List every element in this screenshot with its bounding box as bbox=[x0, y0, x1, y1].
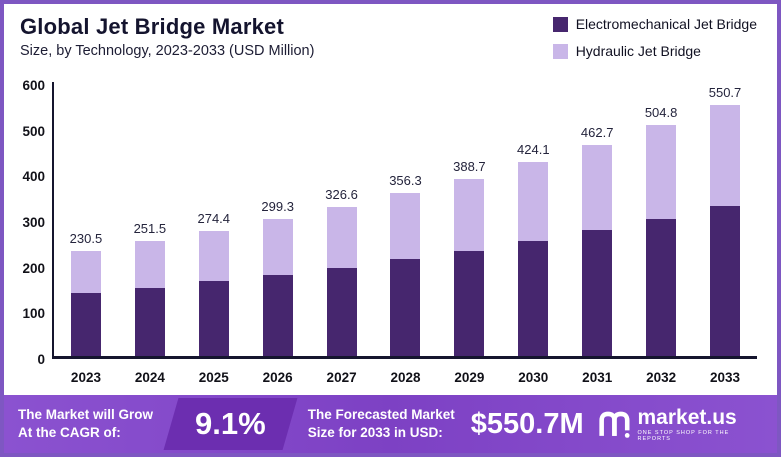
bar-total-label: 326.6 bbox=[325, 186, 358, 202]
forecast-label-line1: The Forecasted Market bbox=[307, 407, 455, 423]
legend-swatch-electromechanical bbox=[552, 16, 568, 32]
x-axis-label: 2032 bbox=[646, 370, 677, 385]
brand-name: market.us bbox=[637, 405, 737, 429]
bar-total-label: 299.3 bbox=[261, 199, 294, 215]
y-tick-label: 300 bbox=[22, 215, 45, 230]
bar-segment-electromechanical bbox=[198, 281, 229, 356]
x-axis-label: 2028 bbox=[390, 370, 421, 385]
bar-group: 230.5 2023 bbox=[68, 82, 104, 385]
cagr-label: The Market will Grow At the CAGR of: bbox=[18, 406, 153, 441]
bar-segment-hydraulic bbox=[70, 250, 101, 294]
bar-segment-electromechanical bbox=[134, 287, 165, 356]
page-subtitle: Size, by Technology, 2023-2033 (USD Mill… bbox=[20, 43, 315, 60]
y-tick-label: 400 bbox=[22, 169, 45, 185]
y-tick-label: 0 bbox=[37, 352, 45, 367]
footer-banner: The Market will Grow At the CAGR of: 9.1… bbox=[4, 395, 777, 453]
brand-text: market.us ONE STOP SHOP FOR THE REPORTS bbox=[637, 407, 761, 442]
forecast-value: $550.7M bbox=[470, 407, 584, 440]
bar-total-label: 274.4 bbox=[197, 210, 231, 226]
bar-segment-electromechanical bbox=[70, 293, 101, 356]
bar-total-label: 388.7 bbox=[453, 158, 486, 174]
bar-segment-electromechanical bbox=[262, 275, 293, 356]
cagr-value: 9.1% bbox=[195, 406, 266, 441]
bar-total-label: 424.1 bbox=[517, 142, 550, 158]
cagr-label-line1: The Market will Grow bbox=[18, 407, 154, 423]
bar-group: 462.7 2031 bbox=[579, 82, 615, 385]
bar-group: 424.1 2030 bbox=[515, 82, 551, 385]
plot-area: 230.5 2023 251.5 2024 274.4 2025 299.3 2026 326.… bbox=[52, 82, 757, 386]
bar-segment-hydraulic bbox=[262, 219, 293, 276]
bar-segment-hydraulic bbox=[582, 144, 613, 230]
brand-tagline: ONE STOP SHOP FOR THE REPORTS bbox=[637, 429, 730, 442]
bar-group: 356.3 2028 bbox=[387, 82, 423, 385]
x-axis-label: 2025 bbox=[198, 370, 229, 385]
x-axis-label: 2026 bbox=[262, 370, 293, 385]
forecast-label-line2: Size for 2033 in USD: bbox=[307, 425, 443, 440]
forecast-label: The Forecasted Market Size for 2033 in U… bbox=[308, 406, 455, 441]
bar-segment-electromechanical bbox=[454, 250, 485, 356]
bar-group: 274.4 2025 bbox=[196, 82, 232, 385]
cagr-badge: 9.1% bbox=[163, 398, 298, 450]
chart-header: Global Jet Bridge Market Size, by Techno… bbox=[4, 4, 777, 76]
brand-block: market.us ONE STOP SHOP FOR THE REPORTS bbox=[598, 407, 765, 442]
bar-total-label: 504.8 bbox=[644, 105, 678, 121]
bar-segment-electromechanical bbox=[326, 267, 357, 356]
bar-segment-electromechanical bbox=[518, 241, 549, 356]
bar-group: 251.5 2024 bbox=[132, 82, 168, 385]
bar-total-label: 550.7 bbox=[708, 84, 742, 100]
y-tick-label: 200 bbox=[22, 260, 45, 276]
x-axis-label: 2023 bbox=[70, 370, 101, 385]
bar-segment-hydraulic bbox=[454, 178, 485, 251]
x-axis-label: 2033 bbox=[709, 370, 741, 385]
bar-total-label: 251.5 bbox=[133, 221, 167, 237]
bar-segment-hydraulic bbox=[326, 206, 357, 268]
bar-segment-hydraulic bbox=[710, 104, 741, 207]
bar-group: 504.8 2032 bbox=[643, 82, 679, 385]
legend-label: Hydraulic Jet Bridge bbox=[575, 43, 701, 59]
legend: Electromechanical Jet Bridge Hydraulic J… bbox=[552, 16, 763, 59]
bar-total-label: 230.5 bbox=[69, 230, 103, 246]
bar-group: 550.7 2033 bbox=[707, 82, 743, 385]
x-axis-label: 2024 bbox=[134, 370, 165, 385]
bar-total-label: 462.7 bbox=[580, 124, 614, 140]
page-title: Global Jet Bridge Market bbox=[20, 14, 284, 39]
x-axis-label: 2030 bbox=[518, 370, 549, 385]
y-tick-label: 500 bbox=[22, 123, 45, 139]
x-axis-label: 2031 bbox=[582, 370, 613, 385]
legend-item-electromechanical: Electromechanical Jet Bridge bbox=[552, 16, 757, 32]
bar-group: 326.6 2027 bbox=[324, 82, 360, 385]
legend-item-hydraulic: Hydraulic Jet Bridge bbox=[552, 43, 757, 59]
x-axis-label: 2029 bbox=[454, 370, 485, 385]
bar-segment-hydraulic bbox=[646, 125, 677, 219]
y-tick-label: 100 bbox=[22, 306, 45, 322]
y-axis: 0 100 200 300 400 500 600 bbox=[12, 78, 52, 367]
cagr-label-line2: At the CAGR of: bbox=[18, 425, 121, 440]
y-tick-label: 600 bbox=[22, 78, 45, 93]
bar-segment-hydraulic bbox=[390, 193, 421, 260]
bar-segment-electromechanical bbox=[582, 229, 613, 356]
x-axis-label: 2027 bbox=[326, 370, 357, 385]
bar-segment-electromechanical bbox=[710, 206, 741, 356]
bar-group: 388.7 2029 bbox=[451, 82, 487, 386]
bar-segment-hydraulic bbox=[518, 162, 549, 242]
bar-group: 299.3 2026 bbox=[260, 82, 296, 385]
bar-segment-electromechanical bbox=[390, 259, 421, 356]
bar-segment-hydraulic bbox=[134, 241, 165, 288]
bar-segment-electromechanical bbox=[646, 218, 677, 356]
bar-total-label: 356.3 bbox=[389, 173, 422, 189]
legend-swatch-hydraulic bbox=[552, 43, 568, 59]
marketus-logo-icon bbox=[598, 411, 630, 438]
bar-segment-hydraulic bbox=[198, 230, 229, 282]
legend-label: Electromechanical Jet Bridge bbox=[575, 16, 757, 32]
title-block: Global Jet Bridge Market Size, by Techno… bbox=[20, 14, 314, 59]
chart-body: 0 100 200 300 400 500 600 230.5 2023 251.5 2024 27… bbox=[4, 76, 777, 395]
